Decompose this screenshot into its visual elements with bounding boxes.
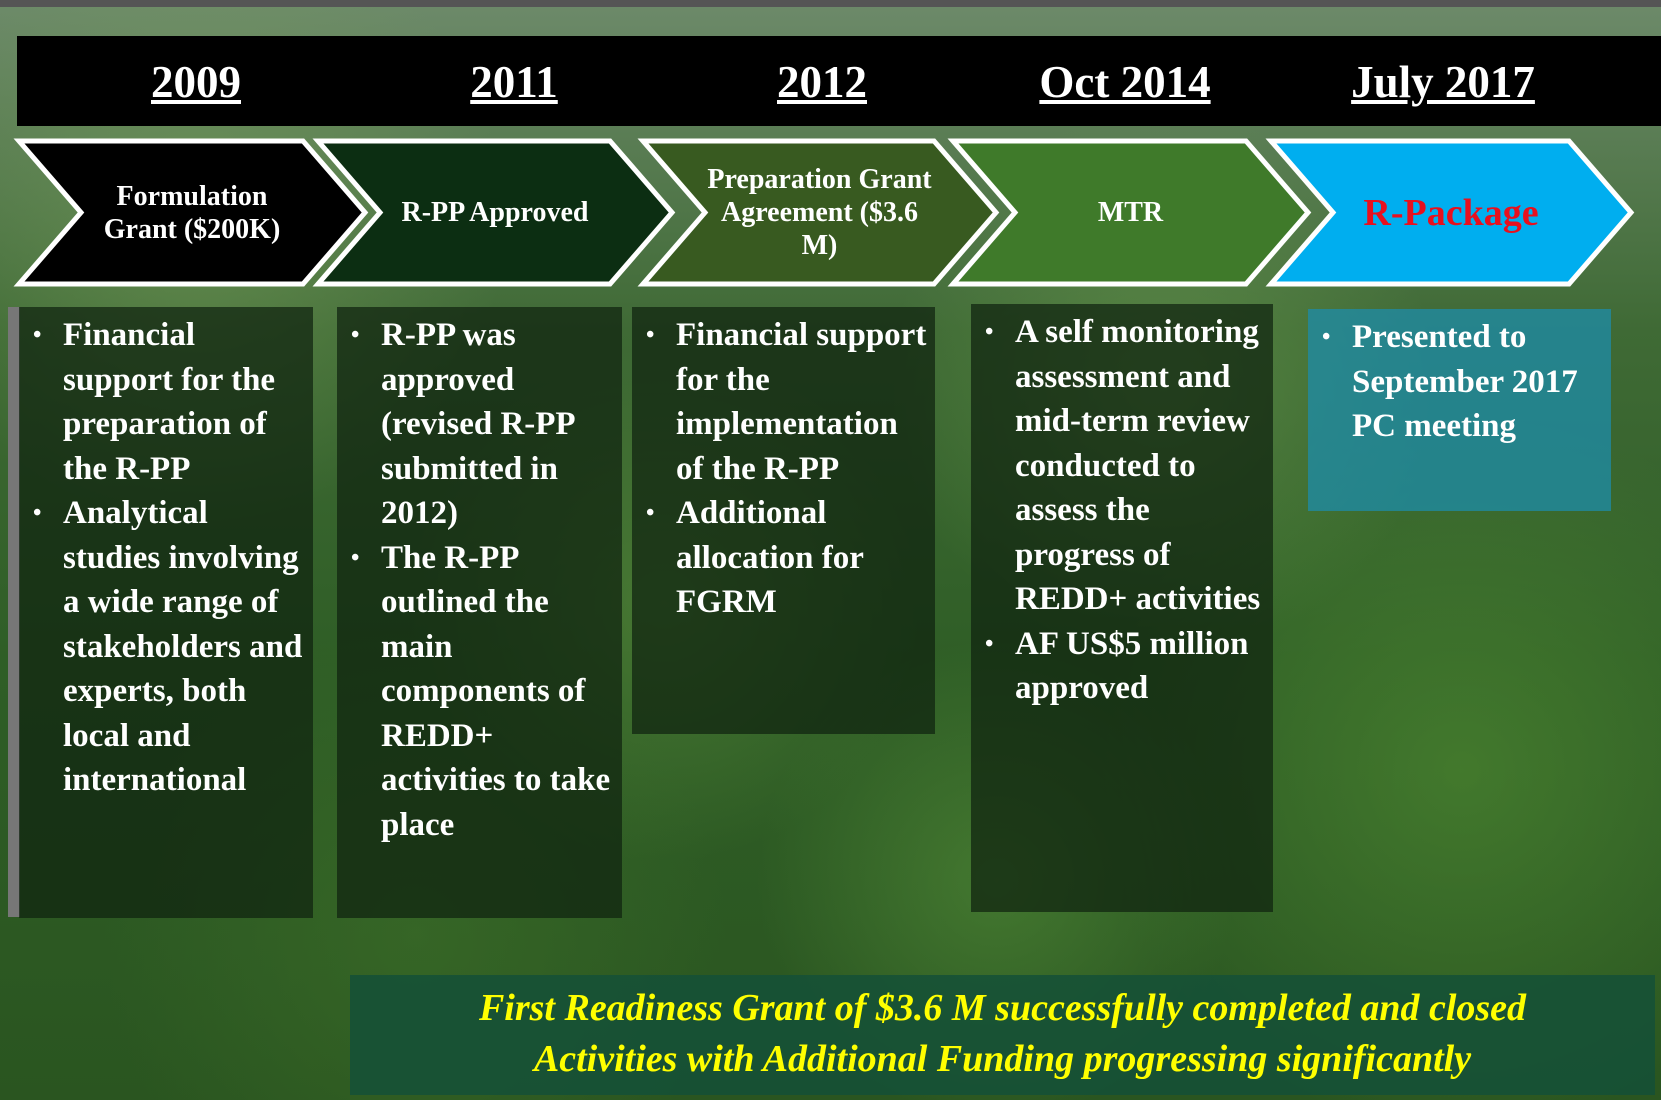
year-label: Oct 2014 (975, 56, 1275, 108)
bullet: Financial support for the implementation… (676, 313, 927, 491)
slide: (() => { const data = JSON.parse(documen… (0, 0, 1661, 1100)
year-label: 2009 (46, 56, 346, 108)
bullet-box: Financial support for the preparation of… (19, 307, 313, 918)
footer-text: First Readiness Grant of $3.6 M successf… (350, 983, 1655, 1085)
year-label: 2012 (672, 56, 972, 108)
bullet-list: Financial support for the preparation of… (29, 313, 305, 803)
stage-label: Formulation Grant ($200K) (81, 141, 303, 284)
bullet-list: R-PP was approved (revised R-PP submitte… (347, 313, 614, 847)
bullet: A self monitoring assessment and mid-ter… (1015, 310, 1265, 622)
bullet-box: Financial support for the implementation… (632, 307, 935, 734)
bullet: Additional allocation for FGRM (676, 491, 927, 625)
bullet-list: A self monitoring assessment and mid-ter… (981, 310, 1265, 711)
year-label: 2011 (364, 56, 664, 108)
footer-line: First Readiness Grant of $3.6 M successf… (350, 983, 1655, 1034)
bullet-box: A self monitoring assessment and mid-ter… (971, 304, 1273, 912)
bullet-list: Presented to September 2017 PC meeting (1318, 315, 1603, 449)
stage-label: MTR (1015, 141, 1246, 284)
stage-label: R-Package (1333, 141, 1569, 284)
bullet: Presented to September 2017 PC meeting (1352, 315, 1603, 449)
bullet: The R-PP outlined the main components of… (381, 536, 614, 848)
stage-label: R-PP Approved (380, 141, 610, 284)
bullet: R-PP was approved (revised R-PP submitte… (381, 313, 614, 536)
bullet: AF US$5 million approved (1015, 622, 1265, 711)
bullet-list: Financial support for the implementation… (642, 313, 927, 625)
stage-label: Preparation Grant Agreement ($3.6 M) (705, 141, 934, 284)
bullet: Analytical studies involving a wide rang… (63, 491, 305, 803)
bullet-box: R-PP was approved (revised R-PP submitte… (337, 307, 622, 918)
year-label: July 2017 (1293, 56, 1593, 108)
footer-line: Activities with Additional Funding progr… (350, 1034, 1655, 1085)
bullet: Financial support for the preparation of… (63, 313, 305, 491)
bullet-box: Presented to September 2017 PC meeting (1308, 309, 1611, 511)
